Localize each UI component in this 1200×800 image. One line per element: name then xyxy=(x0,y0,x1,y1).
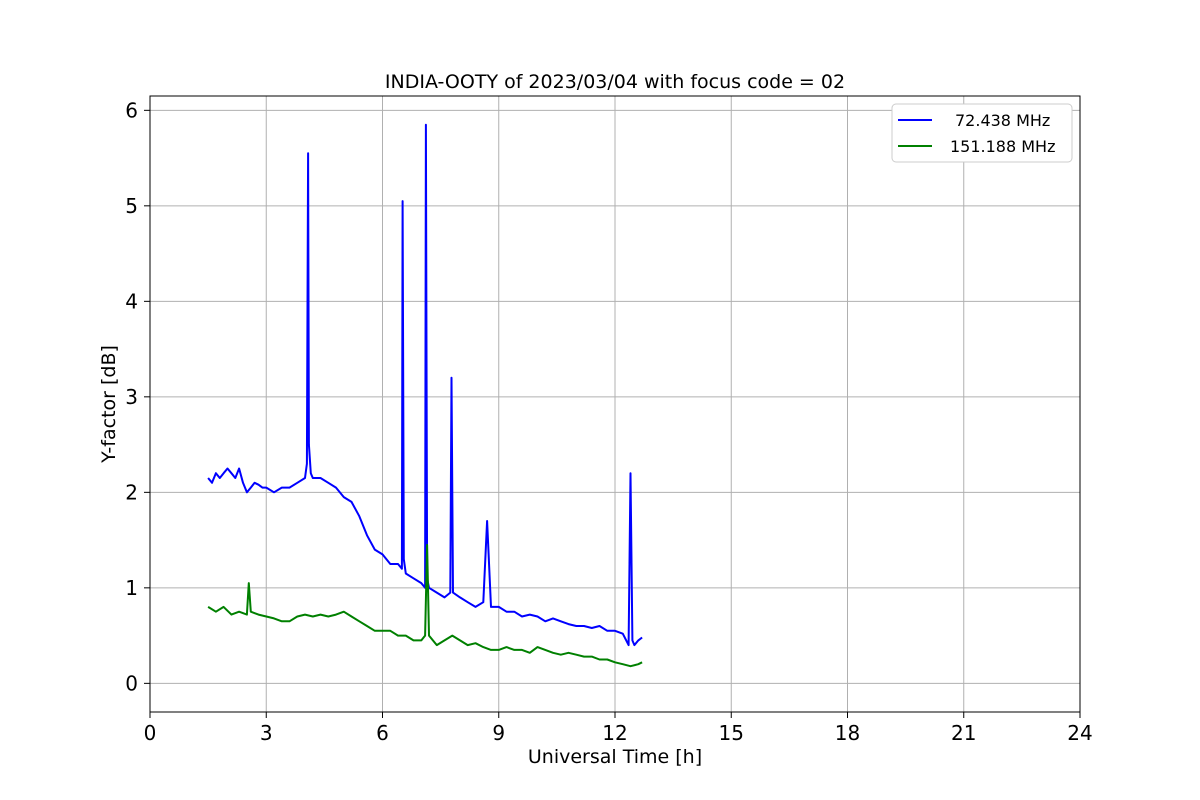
x-tick-label: 0 xyxy=(144,721,157,745)
legend-box xyxy=(891,103,1073,163)
x-axis-label: Universal Time [h] xyxy=(528,746,702,768)
x-tick-label: 6 xyxy=(376,721,389,745)
y-tick-label: 5 xyxy=(125,194,138,218)
y-tick-label: 4 xyxy=(125,289,138,313)
y-tick-label: 2 xyxy=(125,480,138,504)
x-tick-label: 21 xyxy=(951,721,976,745)
y-tick-label: 1 xyxy=(125,576,138,600)
x-axis: 0 3 6 9 12 15 18 21 24 xyxy=(144,712,1093,745)
y-axis-label: Y-factor [dB] xyxy=(98,345,120,464)
x-tick-label: 3 xyxy=(260,721,273,745)
y-axis: 0 1 2 3 4 5 6 xyxy=(125,98,150,695)
series-line-1 xyxy=(207,543,643,668)
legend-label-72mhz: 72.438 MHz xyxy=(955,111,1050,130)
y-tick-label: 6 xyxy=(125,98,138,122)
x-tick-label: 9 xyxy=(492,721,505,745)
grid xyxy=(149,96,1081,712)
x-tick-label: 12 xyxy=(602,721,627,745)
chart-title: INDIA-OOTY of 2023/03/04 with focus code… xyxy=(385,71,845,93)
legend: 72.438 MHz 151.188 MHz xyxy=(891,103,1073,163)
y-tick-label: 0 xyxy=(125,671,138,695)
plot-area xyxy=(207,123,643,668)
series-line-0 xyxy=(207,123,643,647)
x-tick-label: 15 xyxy=(719,721,744,745)
x-tick-label: 24 xyxy=(1067,721,1092,745)
y-tick-label: 3 xyxy=(125,385,138,409)
legend-label-151mhz: 151.188 MHz xyxy=(950,137,1055,156)
x-tick-label: 18 xyxy=(835,721,860,745)
